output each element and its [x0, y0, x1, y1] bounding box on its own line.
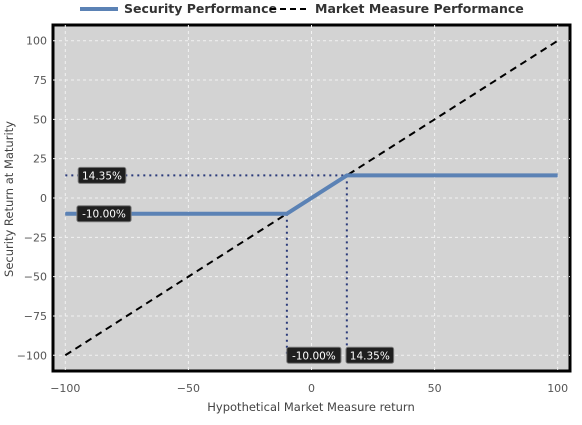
x-tick-label: −100	[50, 382, 80, 395]
y-tick-label: 50	[33, 113, 47, 126]
x-tick-label: −50	[177, 382, 200, 395]
y-tick-label: −50	[24, 271, 47, 284]
y-tick-label: −25	[24, 231, 47, 244]
label-floor-x: -10.00%	[286, 346, 342, 364]
series-line-security-performance	[65, 173, 558, 216]
reference-labels: 14.35% -10.00% -10.00% 14.35%	[76, 166, 395, 364]
label-box	[286, 346, 342, 364]
y-tick-label: −100	[17, 349, 47, 362]
label-floor-y: -10.00%	[76, 205, 132, 223]
label-text: 14.35%	[82, 170, 122, 182]
y-tick-label: 0	[40, 192, 47, 205]
y-tick-label: −75	[24, 310, 47, 323]
y-axis-ticks: −100 −75 −50 −25 0 25 50 75 100	[17, 35, 47, 363]
label-text: 14.35%	[350, 350, 390, 362]
y-tick-label: 25	[33, 153, 47, 166]
legend-item-security-performance[interactable]: Security Performance	[80, 1, 277, 16]
y-tick-label: 100	[26, 35, 47, 48]
x-tick-label: 100	[547, 382, 568, 395]
label-text: -10.00%	[82, 209, 126, 221]
label-box	[345, 346, 395, 364]
y-tick-label: 75	[33, 74, 47, 87]
x-tick-label: 0	[308, 382, 315, 395]
legend-item-market-measure[interactable]: Market Measure Performance	[270, 1, 524, 16]
legend: Security Performance Market Measure Perf…	[80, 1, 524, 16]
series-lines	[64, 39, 559, 357]
label-text: -10.00%	[292, 350, 336, 362]
legend-label-market: Market Measure Performance	[315, 1, 524, 16]
label-cap-y: 14.35%	[77, 166, 127, 184]
legend-label-security: Security Performance	[124, 1, 277, 16]
y-axis-title: Security Return at Maturity	[2, 121, 16, 277]
label-cap-x: 14.35%	[345, 346, 395, 364]
label-box	[77, 166, 127, 184]
x-axis-ticks: −100 −50 0 50 100	[50, 382, 568, 395]
x-axis-title: Hypothetical Market Measure return	[207, 400, 414, 414]
x-tick-label: 50	[428, 382, 442, 395]
label-box	[76, 205, 132, 223]
